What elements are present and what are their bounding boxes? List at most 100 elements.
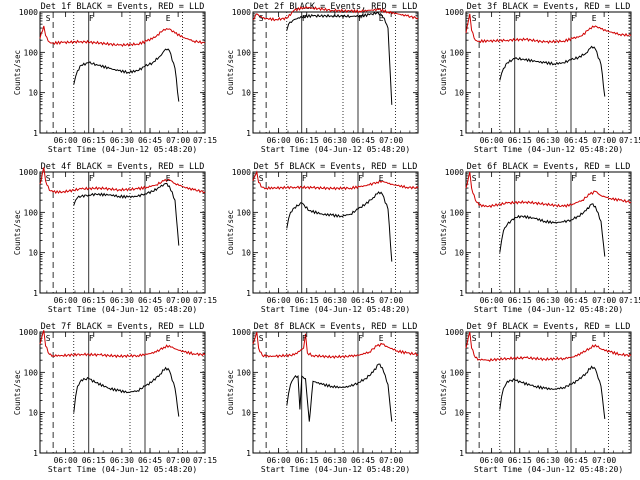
marker-label: F [145, 334, 150, 343]
series-line-events [73, 182, 180, 246]
x-axis-label: Start Time (04-Jun-12 05:48:20) [48, 305, 197, 314]
x-tick-label: 07:00 [379, 296, 403, 305]
y-tick-label: 100 [237, 368, 252, 377]
marker-label: S [46, 174, 51, 183]
x-axis-label: Start Time (04-Jun-12 05:48:20) [474, 145, 623, 154]
marker-label: F [89, 334, 94, 343]
series-line-lld [39, 25, 206, 47]
y-tick-label: 1000 [445, 328, 464, 337]
plot-frame [465, 331, 632, 454]
marker-label: S [259, 334, 264, 343]
x-tick-label: 07:00 [592, 136, 616, 145]
y-tick-label: 10 [454, 249, 464, 258]
marker-label: F [89, 14, 94, 23]
chart-title: Det 3f BLACK = Events, RED = LLD [467, 2, 631, 12]
y-tick-label: 10 [454, 409, 464, 418]
series-line-lld [465, 13, 632, 44]
x-tick-label: 06:15 [82, 136, 106, 145]
y-axis-label: Counts/sec [13, 50, 22, 95]
x-tick-label: 06:30 [323, 296, 347, 305]
y-axis-label: Counts/sec [439, 370, 448, 415]
y-axis-label: Counts/sec [226, 50, 235, 95]
y-tick-label: 100 [24, 208, 39, 217]
chart-title: Det 4f BLACK = Events, RED = LLD [41, 162, 205, 172]
marker-label: F [89, 174, 94, 183]
x-tick-label: 06:15 [508, 456, 532, 465]
chart-title: Det 2f BLACK = Events, RED = LLD [254, 2, 418, 12]
y-tick-label: 100 [24, 368, 39, 377]
y-tick-label: 100 [450, 368, 465, 377]
chart-panel-2f: Det 2f BLACK = Events, RED = LLD 1 10 100 10… [226, 2, 419, 154]
marker-label: S [472, 14, 477, 23]
x-tick-label: 06:15 [295, 136, 319, 145]
y-axis-label: Counts/sec [13, 370, 22, 415]
x-axis-label: Start Time (04-Jun-12 05:48:20) [48, 145, 197, 154]
marker-label: E [592, 174, 597, 183]
series-line-events [286, 11, 393, 105]
y-tick-label: 1 [33, 129, 38, 138]
x-tick-label: 07:00 [592, 456, 616, 465]
y-tick-label: 1 [459, 449, 464, 458]
y-tick-label: 100 [237, 48, 252, 57]
y-tick-label: 1 [459, 289, 464, 298]
x-axis-label: Start Time (04-Jun-12 05:48:20) [261, 305, 410, 314]
y-tick-label: 100 [450, 208, 465, 217]
x-tick-label: 06:00 [480, 136, 504, 145]
chart-panel-3f: Det 3f BLACK = Events, RED = LLD 1 10 100 10… [439, 2, 640, 154]
series-line-events [286, 191, 393, 262]
chart-panel-5f: Det 5f BLACK = Events, RED = LLD 1 10 100 10… [226, 162, 419, 314]
y-axis-label: Counts/sec [13, 210, 22, 255]
marker-label: F [145, 14, 150, 23]
chart-panel-9f: Det 9f BLACK = Events, RED = LLD 1 10 100 10… [439, 322, 632, 474]
y-tick-label: 1 [246, 449, 251, 458]
marker-label: E [166, 334, 171, 343]
x-tick-label: 07:15 [193, 296, 217, 305]
x-tick-label: 07:00 [166, 296, 190, 305]
y-tick-label: 1 [246, 129, 251, 138]
x-tick-label: 06:45 [138, 136, 162, 145]
marker-label: S [259, 174, 264, 183]
y-axis-label: Counts/sec [226, 210, 235, 255]
chart-title: Det 1f BLACK = Events, RED = LLD [41, 2, 205, 12]
series-line-events [286, 363, 393, 422]
marker-label: F [358, 14, 363, 23]
x-tick-label: 07:15 [619, 136, 640, 145]
y-tick-label: 100 [450, 48, 465, 57]
marker-label: F [145, 174, 150, 183]
marker-label: F [358, 174, 363, 183]
x-tick-label: 07:00 [166, 456, 190, 465]
x-tick-label: 06:15 [82, 456, 106, 465]
y-tick-label: 100 [24, 48, 39, 57]
x-tick-label: 06:45 [351, 296, 375, 305]
series-line-lld [252, 170, 419, 191]
x-tick-label: 06:00 [267, 296, 291, 305]
chart-title: Det 5f BLACK = Events, RED = LLD [254, 162, 418, 172]
chart-title: Det 7f BLACK = Events, RED = LLD [41, 322, 205, 332]
x-tick-label: 07:00 [379, 456, 403, 465]
y-tick-label: 1 [33, 449, 38, 458]
y-tick-label: 10 [28, 89, 38, 98]
x-tick-label: 06:45 [351, 456, 375, 465]
marker-label: E [592, 14, 597, 23]
marker-label: E [379, 174, 384, 183]
x-tick-label: 06:15 [82, 296, 106, 305]
x-tick-label: 06:00 [267, 456, 291, 465]
series-line-lld [465, 331, 632, 362]
x-tick-label: 07:15 [193, 136, 217, 145]
x-tick-label: 06:30 [536, 296, 560, 305]
series-line-events [73, 48, 180, 102]
marker-label: F [515, 334, 520, 343]
marker-label: F [302, 14, 307, 23]
x-tick-label: 07:15 [619, 296, 640, 305]
y-axis-label: Counts/sec [439, 210, 448, 255]
x-tick-label: 06:15 [295, 296, 319, 305]
series-line-lld [39, 330, 206, 359]
series-line-events [499, 365, 606, 419]
chart-title: Det 8f BLACK = Events, RED = LLD [254, 322, 418, 332]
x-tick-label: 06:45 [138, 456, 162, 465]
plot-frame [252, 11, 419, 134]
plot-frame [252, 331, 419, 454]
y-tick-label: 1 [246, 289, 251, 298]
x-tick-label: 07:15 [193, 456, 217, 465]
y-tick-label: 1000 [19, 8, 38, 17]
